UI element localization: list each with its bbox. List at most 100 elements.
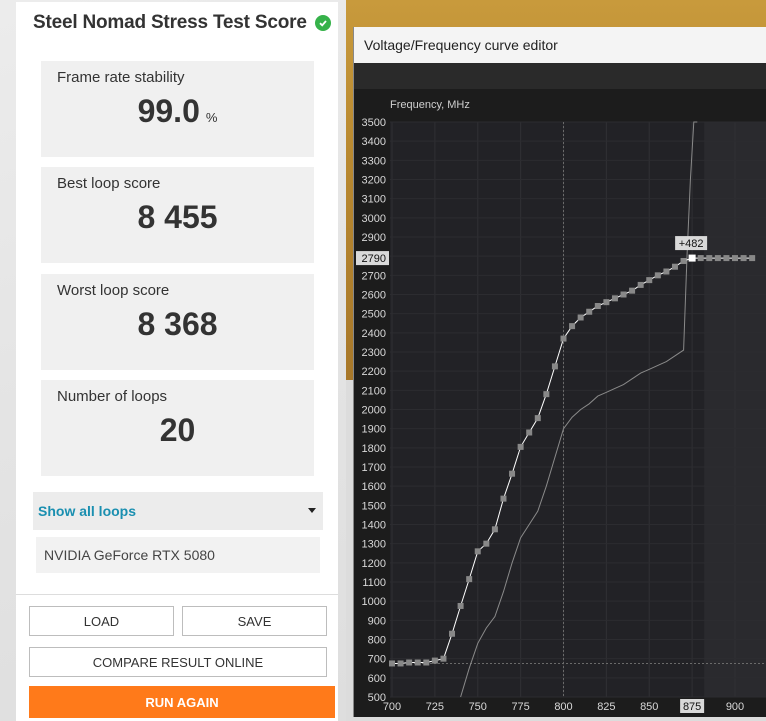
vf-curve-point xyxy=(543,391,550,398)
frame-rate-stability-card: Frame rate stability 99.0% xyxy=(41,61,314,157)
vf-curve-point xyxy=(449,630,456,637)
card-value: 8 455 xyxy=(137,199,218,235)
vf-curve-point xyxy=(663,268,670,275)
run-again-button[interactable]: RUN AGAIN xyxy=(29,686,335,718)
x-tick-label: 725 xyxy=(426,701,444,713)
y-tick-label: 3300 xyxy=(362,155,386,167)
gpu-name-field: NVIDIA GeForce RTX 5080 xyxy=(36,537,320,573)
vf-curve-point xyxy=(551,363,558,370)
vf-curve-point xyxy=(457,602,464,609)
vf-curve-point xyxy=(654,272,661,279)
vf-curve-point xyxy=(397,660,404,667)
highlight-point xyxy=(688,254,696,262)
divider xyxy=(16,594,338,595)
vf-curve-point xyxy=(517,443,524,450)
gpu-name: NVIDIA GeForce RTX 5080 xyxy=(44,547,215,563)
y-tick-label: 2600 xyxy=(362,290,386,302)
y-highlight-label: 2790 xyxy=(362,253,386,265)
vf-curve-point xyxy=(680,257,687,264)
grid xyxy=(390,121,766,698)
y-tick-label: 2900 xyxy=(362,232,386,244)
x-tick-label: 775 xyxy=(511,701,529,713)
vf-curve-point xyxy=(577,314,584,321)
vf-curve-point xyxy=(431,657,438,664)
vf-curve-point xyxy=(706,255,713,262)
vf-curve-point xyxy=(749,255,756,262)
y-axis-label: Frequency, MHz xyxy=(390,99,470,111)
score-panel: Steel Nomad Stress Test Score Frame rate… xyxy=(16,2,338,721)
best-loop-score-card: Best loop score 8 455 xyxy=(41,167,314,263)
vf-curve-point xyxy=(620,291,627,298)
y-tick-label: 1500 xyxy=(362,500,386,512)
y-tick-label: 900 xyxy=(368,615,386,627)
series xyxy=(389,121,756,698)
y-tick-label: 1300 xyxy=(362,539,386,551)
save-button[interactable]: SAVE xyxy=(182,606,327,636)
y-tick-label: 3000 xyxy=(362,213,386,225)
vf-curve-point xyxy=(603,299,610,306)
vf-editor-toolbar xyxy=(354,63,766,89)
vf-curve-point xyxy=(483,540,490,547)
chevron-down-icon xyxy=(308,508,316,513)
show-all-loops-label: Show all loops xyxy=(38,503,137,519)
x-tick-label: 825 xyxy=(597,701,615,713)
y-tick-label: 2200 xyxy=(362,366,386,378)
vf-curve-point xyxy=(629,287,636,294)
vf-curve-point xyxy=(491,526,498,533)
vf-curve-point xyxy=(740,255,747,262)
vf-curve-point xyxy=(569,323,576,330)
vf-curve-chart[interactable]: Frequency, MHz 500 600 700 800 900 1000 1100 12… xyxy=(354,89,766,717)
card-value: 20 xyxy=(159,412,196,448)
y-tick-label: 3200 xyxy=(362,175,386,187)
x-highlight-label: 875 xyxy=(683,701,701,713)
vf-curve-point xyxy=(474,548,481,555)
y-tick-label: 2500 xyxy=(362,309,386,321)
x-highlight-label-bg xyxy=(680,699,705,713)
vf-curve-point xyxy=(526,429,533,436)
highlight-marker: +482 xyxy=(675,236,708,262)
show-all-loops-dropdown[interactable]: Show all loops xyxy=(33,492,323,530)
vf-curve-point xyxy=(440,655,447,662)
compare-result-online-button[interactable]: COMPARE RESULT ONLINE xyxy=(29,647,327,677)
card-unit: % xyxy=(205,110,218,125)
y-tick-label: 3500 xyxy=(362,117,386,129)
x-tick-label: 750 xyxy=(469,701,487,713)
vf-curve-point xyxy=(389,660,395,667)
card-value-number: 99.0 xyxy=(137,93,200,129)
y-highlight-label-bg xyxy=(356,251,389,266)
y-tick-label: 2300 xyxy=(362,347,386,359)
vf-curve-point xyxy=(637,281,644,288)
vf-curve-point xyxy=(646,277,653,284)
y-tick-label: 1700 xyxy=(362,462,386,474)
y-tick-label: 2700 xyxy=(362,270,386,282)
vf-curve-point xyxy=(500,495,507,502)
x-tick-label: 900 xyxy=(726,701,744,713)
y-tick-label: 1800 xyxy=(362,443,386,455)
y-tick-label: 2400 xyxy=(362,328,386,340)
score-title: Steel Nomad Stress Test Score xyxy=(33,12,331,34)
card-value: 99.0% xyxy=(41,93,314,130)
vf-curve-point xyxy=(723,255,730,262)
y-tick-label: 1000 xyxy=(362,596,386,608)
offset-label-bg xyxy=(675,236,708,251)
vf-curve-point xyxy=(534,415,541,422)
y-tick-label: 1600 xyxy=(362,481,386,493)
load-button[interactable]: LOAD xyxy=(29,606,174,636)
y-tick-label: 500 xyxy=(368,692,386,704)
y-tick-label: 700 xyxy=(368,654,386,666)
y-tick-label: 1900 xyxy=(362,424,386,436)
vf-curve-point xyxy=(406,659,413,666)
number-of-loops-card: Number of loops 20 xyxy=(41,380,314,476)
x-tick-label: 800 xyxy=(554,701,572,713)
y-tick-label: 600 xyxy=(368,673,386,685)
score-title-text: Steel Nomad Stress Test Score xyxy=(33,12,307,33)
default-curve-line xyxy=(460,121,698,698)
card-label: Worst loop score xyxy=(57,282,170,299)
vf-curve-point xyxy=(611,295,618,302)
y-tick-label: 3400 xyxy=(362,136,386,148)
y-tick-labels: 500 600 700 800 900 1000 1100 1200 1300 1400 1500 1… xyxy=(356,117,389,704)
y-tick-label: 2000 xyxy=(362,405,386,417)
vf-curve-editor-window: Voltage/Frequency curve editor Frequency… xyxy=(353,27,766,717)
card-label: Frame rate stability xyxy=(57,69,185,86)
x-tick-labels: 700 725 750 775 800 825 850 875 900 xyxy=(383,699,744,713)
